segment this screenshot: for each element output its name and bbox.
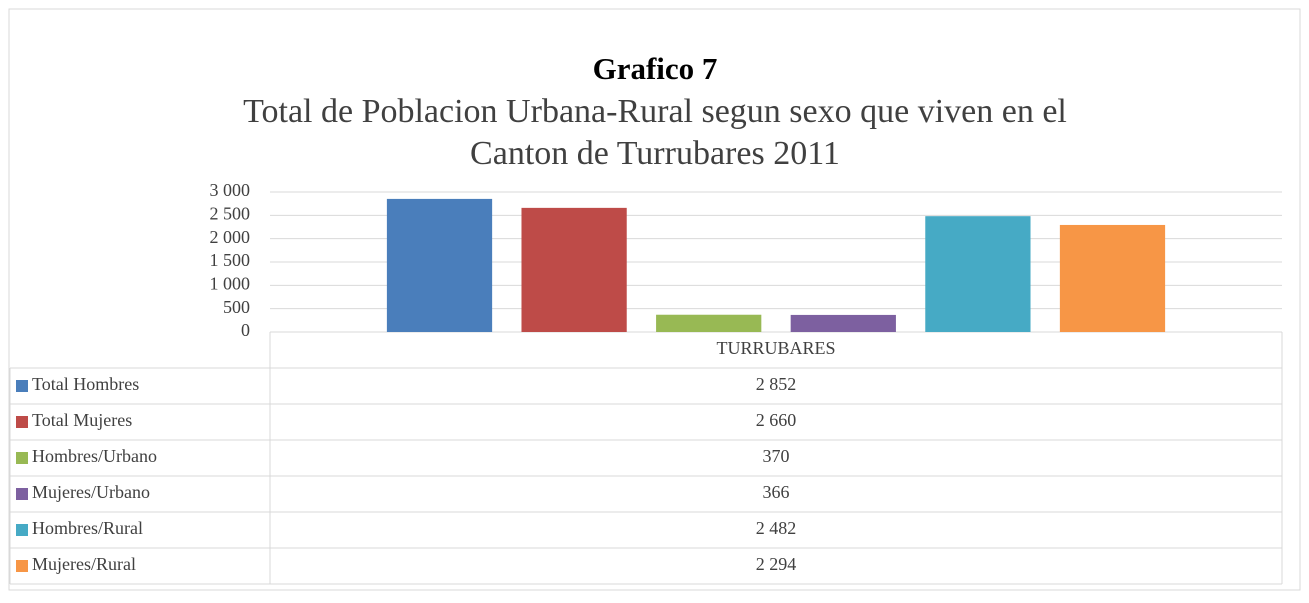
chart-subtitle: Canton de Turrubares 2011: [470, 135, 840, 172]
table-value: 366: [763, 482, 790, 502]
y-tick-label: 0: [241, 320, 250, 340]
bar: [1059, 224, 1166, 332]
legend-label: Mujeres/Rural: [32, 554, 136, 574]
y-tick-label: 1 000: [210, 273, 251, 293]
legend-swatch: [16, 416, 28, 428]
table-value: 2 482: [756, 518, 797, 538]
table-value: 370: [763, 446, 790, 466]
chart-title: Grafico 7: [593, 51, 718, 86]
bar: [790, 314, 896, 332]
y-tick-label: 2 000: [210, 227, 251, 247]
bar: [386, 198, 493, 332]
y-tick-label: 1 500: [210, 250, 251, 270]
bar: [656, 314, 762, 332]
legend-swatch: [16, 560, 28, 572]
legend-label: Hombres/Rural: [32, 518, 143, 538]
legend-swatch: [16, 380, 28, 392]
y-tick-label: 3 000: [210, 180, 251, 200]
bar: [925, 216, 1031, 332]
y-tick-label: 2 500: [210, 203, 251, 223]
legend-label: Hombres/Urbano: [32, 446, 157, 466]
chart-subtitle: Total de Poblacion Urbana-Rural segun se…: [243, 93, 1067, 130]
legend-label: Mujeres/Urbano: [32, 482, 150, 502]
y-tick-label: 500: [223, 297, 250, 317]
legend-swatch: [16, 524, 28, 536]
table-value: 2 660: [756, 410, 797, 430]
x-tick-label: TURRUBARES: [716, 338, 835, 358]
legend-swatch: [16, 452, 28, 464]
bar: [521, 207, 627, 332]
legend-label: Total Mujeres: [32, 410, 132, 430]
table-value: 2 294: [756, 554, 797, 574]
table-value: 2 852: [756, 374, 797, 394]
legend-label: Total Hombres: [32, 374, 139, 394]
legend-swatch: [16, 488, 28, 500]
